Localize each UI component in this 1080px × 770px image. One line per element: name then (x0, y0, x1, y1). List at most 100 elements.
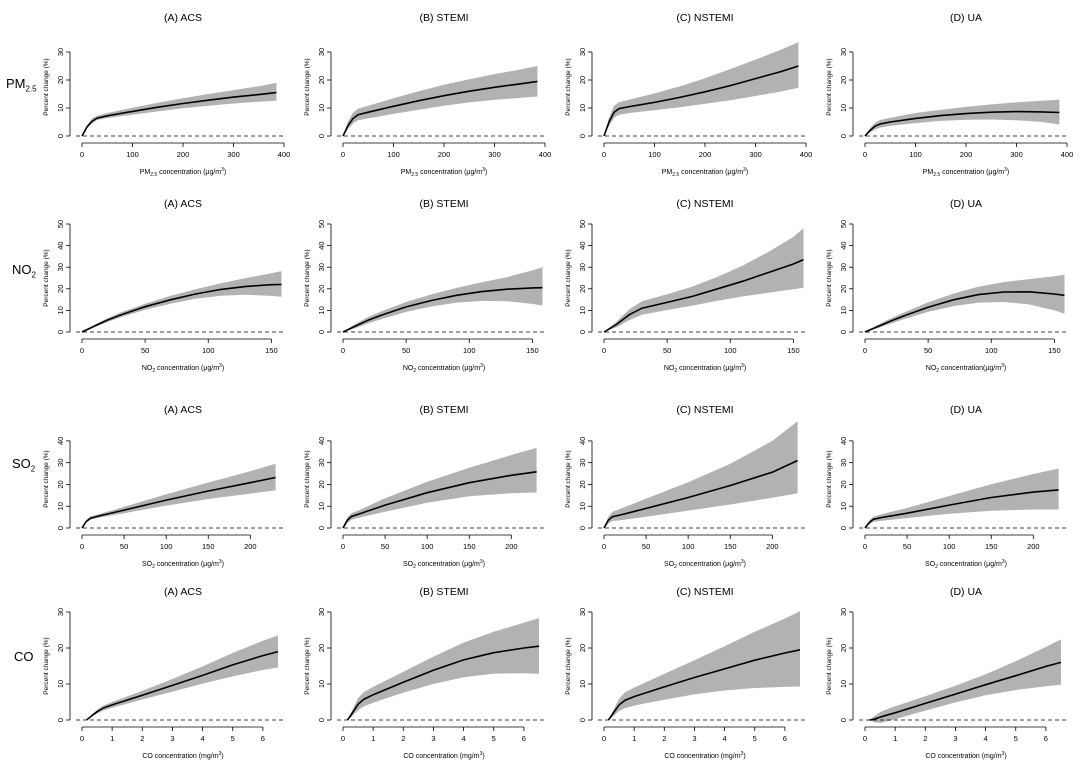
x-tick-label: 400 (539, 150, 552, 159)
x-axis-label: NO2 concentration (μg/m3) (664, 363, 746, 374)
confidence-band (82, 463, 276, 528)
x-tick-label: 150 (202, 542, 215, 551)
confidence-band (343, 447, 537, 528)
panel-so2-3: (D) UA 0 10 20 30 40 Percent change (%) 0 50 100 1… (826, 404, 1069, 570)
y-tick-label: 30 (56, 458, 65, 466)
y-tick-label: 0 (56, 134, 65, 138)
confidence-band (865, 468, 1059, 528)
y-tick-label: 0 (317, 526, 326, 530)
x-tick-label: 1 (110, 734, 114, 743)
y-tick-label: 10 (578, 306, 587, 314)
y-tick-label: 30 (578, 608, 587, 616)
y-tick-label: 0 (578, 718, 587, 722)
panel-title: (C) NSTEMI (676, 586, 733, 598)
x-tick-label: 0 (602, 346, 606, 355)
y-axis: 0 10 20 30 40 50 Percent change (%) (304, 220, 332, 334)
y-axis-label: Percent change (%) (826, 637, 833, 694)
x-axis: 0 100 200 300 400 PM2.5 concentration (μg/m3) (602, 142, 812, 178)
y-axis-label: Percent change (%) (565, 450, 572, 507)
confidence-band (865, 274, 1065, 332)
x-axis-label-part: concentration (μg/m (938, 561, 1002, 568)
x-tick-label: 1 (632, 734, 636, 743)
x-axis-label: CO concentration (mg/m3) (403, 751, 484, 760)
y-tick-label: 10 (317, 680, 326, 688)
y-tick-label: 20 (578, 76, 587, 84)
x-tick-label: 50 (663, 346, 671, 355)
x-axis-label-part: 3 (741, 363, 744, 369)
x-tick-label: 2 (662, 734, 666, 743)
y-tick-label: 10 (578, 502, 587, 510)
x-tick-label: 3 (431, 734, 435, 743)
y-tick-label: 30 (578, 48, 587, 56)
x-tick-label: 5 (492, 734, 496, 743)
y-tick-label: 0 (317, 330, 326, 334)
x-tick-label: 0 (80, 346, 84, 355)
x-axis: 0 50 100 150 NO2 concentration (μg/m3) (80, 338, 278, 374)
y-tick-label: 40 (578, 241, 587, 249)
y-tick-label: 40 (56, 437, 65, 445)
estimate-line (603, 65, 799, 137)
panel-title: (D) UA (950, 404, 982, 416)
x-tick-label: 0 (341, 734, 345, 743)
y-axis: 0 10 20 30 40 Percent change (%) (826, 437, 854, 530)
panel-title: (A) ACS (164, 404, 202, 416)
y-axis: 0 10 20 30 40 Percent change (%) (304, 437, 332, 530)
x-axis-label-part: 2 (152, 564, 155, 570)
row-label-so2-sub: 2 (30, 464, 36, 474)
x-axis-label-part: 3 (1001, 363, 1004, 369)
x-tick-label: 200 (244, 542, 257, 551)
y-tick-label: 0 (839, 526, 848, 530)
y-tick-label: 30 (317, 48, 326, 56)
x-axis: 0 50 100 150 200 SO2 concentration (μg/m3) (341, 534, 518, 570)
panel-so2-2: (C) NSTEMI 0 10 20 30 40 Percent change (%) 0 50… (565, 404, 808, 570)
confidence-band (608, 611, 800, 720)
x-tick-label: 100 (463, 346, 476, 355)
confidence-band (343, 267, 543, 332)
x-axis-label: NO2 concentration (μg/m3) (403, 363, 485, 374)
estimate-line (86, 650, 279, 721)
y-tick-label: 10 (839, 104, 848, 112)
panel-title: (B) STEMI (420, 586, 469, 598)
x-axis-label: PM2.5 concentration (μg/m3) (662, 167, 749, 178)
estimate-line (864, 110, 1060, 137)
panel-title: (D) UA (950, 12, 982, 24)
x-axis-label-part: PM (923, 169, 934, 176)
row-label-co-main: CO (14, 649, 34, 664)
row-label-pm25-sub: 2.5 (25, 84, 37, 94)
x-axis-label-part: 3 (741, 559, 744, 565)
x-tick-label: 50 (141, 346, 149, 355)
x-axis-label-part: NO (926, 365, 937, 372)
x-axis-label-part: 3 (219, 751, 222, 757)
x-axis-label-part: ) (483, 561, 485, 568)
y-tick-label: 20 (56, 76, 65, 84)
x-axis-label-part: 3 (221, 167, 224, 173)
x-axis-label: PM2.5 concentration (μg/m3) (401, 167, 488, 178)
x-axis: 0 50 100 150 200 SO2 concentration (μg/m3) (863, 534, 1040, 570)
x-axis-label-part: 2 (936, 368, 939, 374)
y-axis: 0 10 20 30 Percent change (%) (565, 608, 593, 722)
x-axis-label-part: CO concentration (mg/m (142, 753, 218, 760)
x-axis-label-part: CO concentration (mg/m (925, 753, 1001, 760)
x-axis-label-part: ) (222, 365, 224, 372)
x-tick-label: 0 (341, 542, 345, 551)
row-label-so2: SO2 (12, 456, 35, 474)
x-tick-label: 100 (648, 150, 661, 159)
estimate-line (346, 645, 540, 721)
y-axis-label: Percent change (%) (826, 450, 833, 507)
y-tick-label: 10 (839, 680, 848, 688)
y-tick-label: 20 (317, 644, 326, 652)
y-axis: 0 10 20 30 Percent change (%) (304, 608, 332, 722)
x-tick-label: 3 (170, 734, 174, 743)
x-tick-label: 150 (1048, 346, 1061, 355)
x-tick-label: 0 (602, 150, 606, 159)
estimate-line (607, 649, 801, 721)
x-tick-label: 100 (909, 150, 922, 159)
y-axis-label: Percent change (%) (565, 249, 572, 306)
y-tick-label: 40 (839, 437, 848, 445)
panel-so2-1: (B) STEMI 0 10 20 30 40 Percent change (%) 0 50 1… (304, 404, 547, 570)
y-axis: 0 10 20 30 Percent change (%) (826, 608, 854, 722)
x-tick-label: 200 (1027, 542, 1040, 551)
y-tick-label: 0 (578, 134, 587, 138)
x-axis-label-part: ) (1004, 753, 1006, 760)
x-axis-label: CO concentration (mg/m3) (142, 751, 223, 760)
